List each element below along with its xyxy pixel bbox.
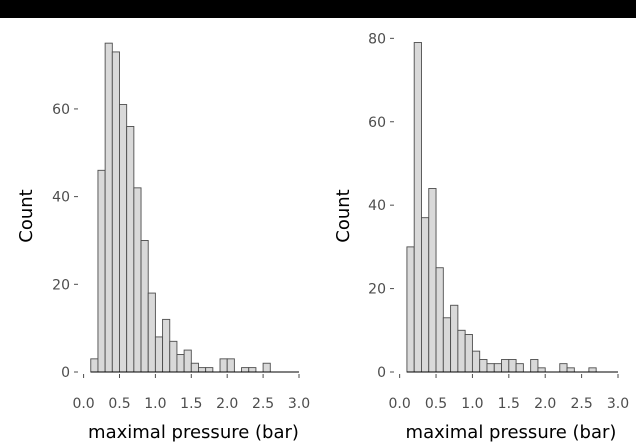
x-tick-label: 3.0 (288, 396, 310, 412)
histogram-bar (464, 334, 473, 373)
y-tick-label: 0 (61, 365, 70, 381)
y-tick-label: 60 (368, 115, 386, 131)
y-tick-label: 80 (368, 31, 386, 47)
histogram-bar (501, 359, 510, 373)
y-tick-label: 60 (52, 102, 70, 118)
histogram-bar (154, 336, 164, 373)
histogram-bar (147, 292, 156, 373)
histogram-bar (126, 126, 135, 373)
histogram-bar (450, 304, 459, 373)
histogram-bar (421, 217, 430, 373)
histogram-bar (515, 363, 524, 373)
histogram-bar (133, 187, 142, 373)
histogram-bar (176, 354, 185, 373)
histogram-bar (566, 367, 575, 373)
histogram-bar (205, 367, 214, 373)
histogram-bar (486, 363, 495, 373)
histogram-bar (471, 350, 481, 373)
histogram-bar (190, 362, 199, 373)
y-tick-label: 40 (52, 190, 70, 206)
histogram-bar (104, 42, 113, 373)
x-tick-label: 1.5 (180, 396, 202, 412)
histogram-bar (406, 246, 415, 373)
histogram-bar (537, 367, 546, 373)
histogram-bar (248, 367, 257, 373)
histogram-bar (90, 358, 99, 373)
right-histogram-panel: 0 20 40 60 80 0.0 0.5 1.0 1.5 2.0 2.5 3.0 maximal pr… (333, 31, 629, 443)
x-tick-label: 0.5 (425, 396, 447, 412)
x-tick-label: 2.5 (252, 396, 274, 412)
histogram-bar (479, 359, 488, 373)
x-tick-label: 0.0 (389, 396, 411, 412)
y-axis-title: Count (16, 189, 37, 242)
x-tick-label: 2.5 (570, 396, 592, 412)
histogram-bar (530, 359, 539, 373)
histogram-bar (493, 363, 502, 373)
histogram-bar (119, 104, 128, 373)
histogram-bar (457, 329, 466, 373)
x-tick-label: 0.0 (72, 396, 94, 412)
histogram-bar (442, 317, 452, 373)
histogram-bar (508, 359, 517, 373)
y-tick-label: 40 (368, 198, 386, 214)
histogram-bar (162, 318, 171, 373)
x-tick-label: 3.0 (607, 396, 629, 412)
histogram-bar (226, 358, 235, 373)
histogram-bar (262, 362, 271, 373)
x-tick-label: 2.0 (534, 396, 556, 412)
histogram-bar (198, 367, 207, 373)
histogram-bar (140, 240, 149, 373)
x-tick-label: 1.5 (498, 396, 520, 412)
x-tick-label: 1.0 (144, 396, 166, 412)
x-tick-label: 2.0 (216, 396, 238, 412)
histogram-bar (183, 349, 192, 373)
left-histogram-panel: 0 20 40 60 0.0 0.5 1.0 1.5 2.0 2.5 3.0 maximal pres… (16, 42, 310, 443)
x-tick-label: 1.0 (461, 396, 483, 412)
x-tick-label: 0.5 (108, 396, 130, 412)
histogram-bar (241, 367, 250, 373)
top-black-bar (0, 0, 636, 18)
histogram-bar (413, 42, 422, 373)
histogram-bar (559, 363, 568, 373)
histogram-bar (111, 51, 120, 373)
y-axis-title: Count (333, 189, 354, 242)
y-tick-label: 0 (377, 365, 386, 381)
histogram-bar (219, 358, 228, 373)
x-axis-title: maximal pressure (bar) (88, 422, 299, 443)
histogram-bar (169, 340, 178, 373)
histogram-bar (428, 188, 437, 373)
x-axis-title: maximal pressure (bar) (406, 422, 617, 443)
histogram-bar (97, 169, 106, 373)
histogram-bar (588, 367, 597, 373)
y-tick-label: 20 (52, 277, 70, 293)
y-tick-label: 20 (368, 282, 386, 298)
histogram-bar (435, 267, 444, 373)
